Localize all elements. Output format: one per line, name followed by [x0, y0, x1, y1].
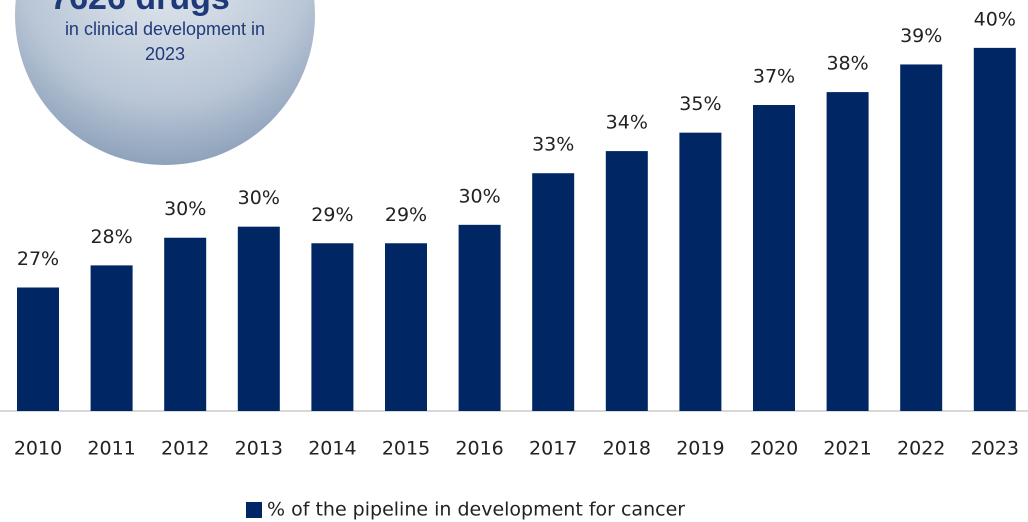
x-tick-label: 2018: [603, 438, 651, 460]
x-tick-label: 2016: [455, 438, 503, 460]
x-tick-label: 2012: [161, 438, 209, 460]
x-tick-label: 2010: [14, 438, 62, 460]
data-label: 29%: [385, 204, 427, 226]
x-tick-label: 2013: [235, 438, 283, 460]
data-label: 40%: [974, 8, 1016, 30]
bar: [91, 265, 133, 411]
bar: [164, 238, 206, 411]
bar: [974, 48, 1016, 411]
legend-swatch: [246, 502, 262, 518]
x-tick-label: 2017: [529, 438, 577, 460]
data-label: 29%: [311, 204, 353, 226]
bar: [827, 92, 869, 411]
bar: [532, 173, 574, 411]
data-label: 39%: [900, 25, 942, 47]
bar: [606, 151, 648, 411]
x-tick-label: 2011: [87, 438, 135, 460]
x-tick-label: 2015: [382, 438, 430, 460]
bar: [753, 105, 795, 411]
bar: [459, 225, 501, 411]
data-label: 30%: [164, 198, 206, 220]
x-tick-label: 2022: [897, 438, 945, 460]
headline: 7626 drugs: [50, 0, 230, 17]
bar: [385, 243, 427, 411]
data-label: 33%: [532, 134, 574, 156]
annotation: 2023: [145, 44, 185, 64]
data-label: 27%: [17, 248, 59, 270]
annotation: in clinical development in: [65, 19, 265, 39]
x-tick-label: 2020: [750, 438, 798, 460]
bar: [900, 64, 942, 411]
data-label: 30%: [238, 187, 280, 209]
x-tick-label: 2014: [308, 438, 356, 460]
legend-label: % of the pipeline in development for can…: [267, 499, 685, 521]
chart: 7626 drugs in clinical development in 20…: [0, 0, 1028, 522]
bar: [17, 287, 59, 411]
bar: [238, 227, 280, 411]
data-label: 38%: [826, 53, 868, 75]
data-label: 34%: [606, 112, 648, 134]
x-tick-label: 2021: [823, 438, 871, 460]
bar: [311, 243, 353, 411]
data-label: 30%: [458, 185, 500, 207]
data-label: 28%: [90, 226, 132, 248]
x-tick-label: 2023: [971, 438, 1019, 460]
data-label: 37%: [753, 66, 795, 88]
x-tick-label: 2019: [676, 438, 724, 460]
bar: [679, 133, 721, 411]
data-label: 35%: [679, 93, 721, 115]
